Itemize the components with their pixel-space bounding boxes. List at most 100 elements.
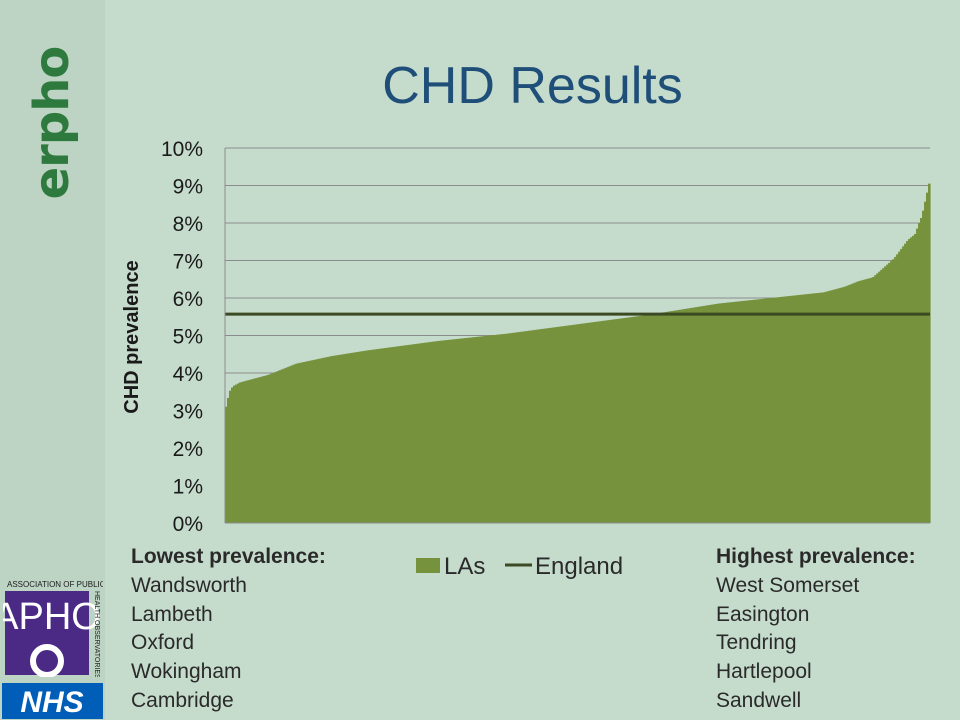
la-bar: [232, 385, 236, 523]
la-bar: [523, 331, 527, 523]
la-bar: [786, 296, 790, 523]
la-bar: [467, 337, 471, 523]
la-bar: [336, 355, 340, 523]
la-bar: [392, 346, 395, 523]
la-bar: [693, 307, 696, 523]
la-bar: [340, 354, 344, 523]
la-bar: [234, 384, 238, 523]
y-tick-label: 4%: [173, 363, 203, 386]
la-bar: [685, 308, 688, 523]
y-tick-label: 7%: [173, 251, 203, 274]
la-bar: [507, 333, 511, 523]
la-bar: [414, 344, 417, 523]
la-bar: [328, 356, 332, 523]
la-bar: [446, 340, 449, 523]
la-bar: [712, 304, 716, 523]
la-bar: [912, 235, 915, 523]
la-bar: [782, 296, 786, 523]
la-bar: [720, 303, 724, 523]
y-tick-label: 8%: [173, 213, 203, 236]
la-bar: [238, 382, 242, 523]
la-bar: [910, 237, 913, 523]
la-bar: [458, 338, 461, 523]
la-bar: [563, 325, 567, 523]
la-bar: [802, 294, 806, 523]
la-bar: [663, 312, 666, 523]
la-bar: [521, 331, 525, 523]
la-bar: [416, 343, 419, 523]
la-bar: [320, 358, 324, 523]
la-bar: [922, 210, 925, 523]
la-bar: [308, 360, 312, 523]
la-bar: [687, 308, 690, 523]
la-bar: [306, 361, 310, 523]
la-bar: [772, 297, 776, 523]
la-bar: [513, 332, 517, 523]
la-bar: [661, 312, 664, 523]
la-bar: [708, 304, 712, 523]
la-bar: [264, 375, 268, 523]
la-bar: [531, 330, 535, 523]
la-bar: [888, 262, 891, 523]
la-bar: [290, 365, 294, 523]
la-bar: [547, 328, 551, 523]
la-bar: [246, 380, 250, 523]
la-bar: [748, 300, 752, 523]
la-bar: [746, 300, 750, 523]
la-bar: [535, 329, 539, 523]
la-bar: [718, 303, 722, 523]
la-bar: [302, 362, 306, 523]
la-bar: [669, 311, 672, 523]
la-bar: [872, 276, 875, 523]
la-bar: [248, 379, 252, 523]
la-bar: [442, 340, 445, 523]
la-bar: [322, 357, 326, 523]
la-bar: [706, 305, 710, 523]
list-item: West Somerset: [716, 573, 860, 597]
la-bar: [726, 302, 730, 523]
la-bar: [716, 303, 720, 523]
la-bar: [424, 342, 427, 523]
la-bar: [647, 314, 650, 523]
la-bar: [732, 301, 736, 523]
la-bar: [469, 337, 473, 523]
la-bar: [681, 309, 684, 523]
la-bar: [356, 351, 360, 523]
la-bar: [473, 337, 477, 523]
y-tick-label: 6%: [173, 288, 203, 311]
la-bar: [314, 359, 318, 523]
la-bar: [326, 356, 330, 523]
la-bar: [366, 350, 369, 523]
nhs-logo-text: NHS: [20, 686, 83, 719]
apho-logo: ASSOCIATION OF PUBLIC APHO HEALTH OBSERV…: [3, 580, 103, 677]
la-bar: [645, 315, 648, 523]
la-bar: [816, 293, 820, 523]
la-bar: [342, 354, 346, 523]
la-bar: [828, 290, 832, 523]
la-bar: [904, 243, 907, 523]
la-bar: [390, 347, 393, 523]
la-bar: [242, 381, 246, 523]
la-bar: [880, 269, 883, 523]
la-bar: [838, 288, 841, 523]
list-item: Sandwell: [716, 688, 802, 712]
la-bar: [740, 301, 744, 523]
la-bar: [475, 336, 479, 523]
la-bar: [788, 296, 792, 523]
la-bar: [537, 329, 541, 523]
la-bar: [844, 286, 847, 523]
la-bar: [653, 313, 656, 523]
y-tick-label: 9%: [173, 176, 203, 199]
la-bar: [876, 273, 879, 523]
la-bar: [228, 390, 232, 523]
la-bar: [812, 293, 816, 523]
la-bar: [603, 320, 606, 523]
la-bar: [754, 299, 758, 523]
la-bar: [561, 326, 565, 523]
la-bar: [902, 246, 905, 523]
la-bar: [806, 294, 810, 523]
apho-logo-background: [5, 591, 89, 675]
la-bar: [481, 336, 485, 523]
la-bar: [250, 379, 254, 523]
la-bar: [487, 335, 491, 523]
